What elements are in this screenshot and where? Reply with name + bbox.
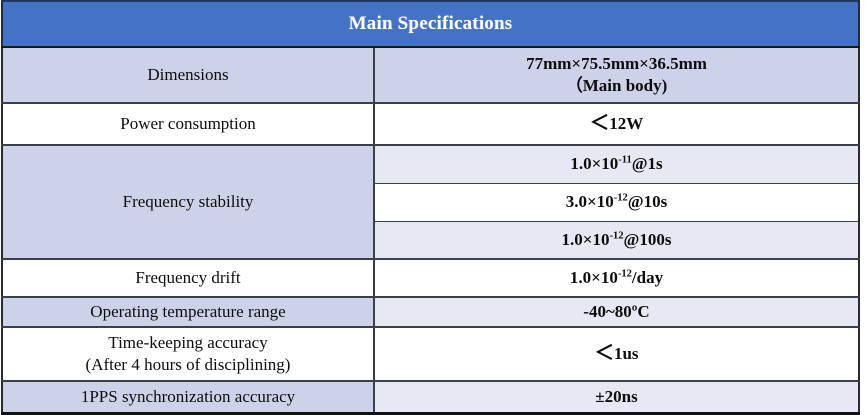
stability-1s-exponent: -11 xyxy=(618,154,632,166)
less-than-icon-timekeeping: ＜ xyxy=(594,343,614,365)
drift-suffix: /day xyxy=(631,267,664,287)
row-value-1pps-synchronization-accuracy: ±20ns xyxy=(374,380,859,414)
row-value-power-consumption: ＜12W xyxy=(374,102,859,146)
row-value-frequency-drift: 1.0×10-12/day xyxy=(374,258,859,298)
dimensions-value-line1: 77mm×75.5mm×36.5mm xyxy=(526,53,707,73)
table-row-frequency-drift: Frequency drift 1.0×10-12/day xyxy=(2,258,859,298)
stability-10s-exponent: -12 xyxy=(613,192,628,204)
row-label-time-keeping-accuracy: Time-keeping accuracy (After 4 hours of … xyxy=(2,326,375,382)
row-value-time-keeping-accuracy: ＜1us xyxy=(374,326,859,382)
table-row-time-keeping-accuracy: Time-keeping accuracy (After 4 hours of … xyxy=(2,326,859,382)
time-keeping-label-line1: Time-keeping accuracy xyxy=(108,332,268,352)
row-value-dimensions: 77mm×75.5mm×36.5mm （Main body) xyxy=(374,46,859,104)
less-than-icon-power: ＜ xyxy=(589,113,610,135)
drift-exponent: -12 xyxy=(617,268,632,280)
row-label-frequency-stability: Frequency stability xyxy=(2,144,375,260)
table-row-power-consumption: Power consumption ＜12W xyxy=(2,102,859,146)
stability-1s-suffix: @1s xyxy=(631,154,663,174)
table-row-1pps-synchronization-accuracy: 1PPS synchronization accuracy ±20ns xyxy=(2,380,859,414)
row-label-frequency-drift: Frequency drift xyxy=(2,258,375,298)
table-header-row: Main Specifications xyxy=(2,1,859,48)
row-label-power-consumption: Power consumption xyxy=(2,102,375,146)
table-row-dimensions: Dimensions 77mm×75.5mm×36.5mm （Main body… xyxy=(2,46,859,104)
table-row-frequency-stability-10s: 3.0×10-12@10s xyxy=(2,182,859,222)
row-label-dimensions: Dimensions xyxy=(2,46,375,104)
row-label-1pps-synchronization-accuracy: 1PPS synchronization accuracy xyxy=(2,380,375,414)
stability-10s-mantissa: 3.0×10 xyxy=(565,191,614,211)
stability-100s-suffix: @100s xyxy=(623,229,672,249)
stability-1s-mantissa: 1.0×10 xyxy=(570,154,619,174)
row-label-operating-temperature-range: Operating temperature range xyxy=(2,296,375,328)
time-keeping-label-line2: (After 4 hours of disciplining) xyxy=(85,355,291,374)
dimensions-value-line2: （Main body) xyxy=(565,76,668,95)
table-row-operating-temperature-range: Operating temperature range -40~80ºC xyxy=(2,296,859,328)
power-consumption-value: 12W xyxy=(609,114,644,134)
stability-100s-mantissa: 1.0×10 xyxy=(561,229,610,249)
row-value-frequency-stability-1s: 1.0×10-11@1s xyxy=(374,144,859,184)
row-value-frequency-stability-10s: 3.0×10-12@10s xyxy=(374,182,859,222)
table-row-frequency-stability-1s: Frequency stability 1.0×10-11@1s xyxy=(2,144,859,260)
time-keeping-value: 1us xyxy=(613,344,639,364)
drift-mantissa: 1.0×10 xyxy=(569,267,618,287)
stability-10s-suffix: @10s xyxy=(627,191,668,211)
row-value-operating-temperature-range: -40~80ºC xyxy=(374,296,859,328)
page-title: Main Specifications xyxy=(2,1,859,48)
stability-100s-exponent: -12 xyxy=(609,230,624,242)
row-value-frequency-stability-100s: 1.0×10-12@100s xyxy=(374,220,859,260)
